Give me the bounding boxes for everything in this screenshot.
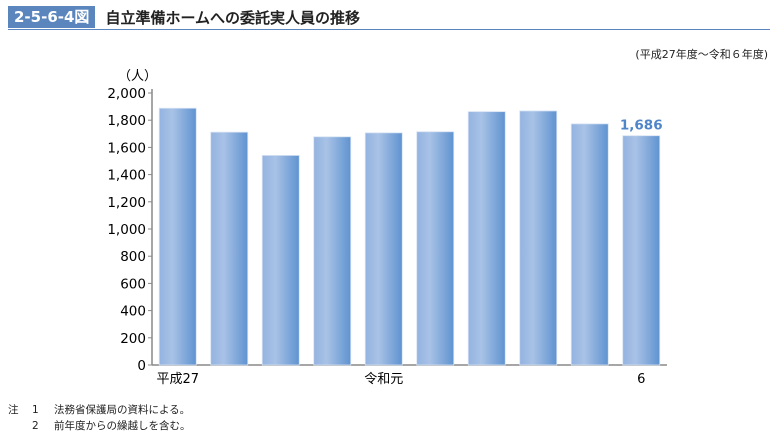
y-tick-label: 400 bbox=[120, 304, 146, 320]
bar-chart: （人） 0 200 400 600 800 1,000 1,200 1,400 1,600 1,80… bbox=[107, 69, 667, 387]
bar-28 bbox=[210, 131, 249, 366]
data-label: 1,686 bbox=[620, 118, 663, 134]
bar-30 bbox=[313, 136, 352, 366]
notes: 注 1 法務省保護局の資料による。 2 前年度からの繰越しを含む。 bbox=[8, 402, 191, 434]
bar-3 bbox=[467, 111, 506, 366]
figure-header: 2-5-6-4図 自立準備ホームへの委託実人員の推移 bbox=[8, 6, 360, 28]
bar-5 bbox=[570, 123, 609, 366]
y-tick-label: 600 bbox=[120, 276, 146, 292]
x-tick-label: 平成27 bbox=[156, 372, 199, 387]
bar-6 bbox=[622, 135, 661, 366]
x-tick-label: 令和元 bbox=[364, 372, 403, 387]
figure-title: 自立準備ホームへの委託実人員の推移 bbox=[105, 8, 360, 27]
y-tick-label: 1,400 bbox=[107, 168, 146, 184]
note-2: 2 前年度からの繰越しを含む。 bbox=[32, 420, 191, 432]
x-tick-label: 6 bbox=[637, 372, 645, 387]
figure-number: 2-5-6-4図 bbox=[8, 6, 96, 28]
note-1: 注 1 法務省保護局の資料による。 bbox=[8, 404, 191, 416]
y-tick-label: 800 bbox=[120, 249, 146, 265]
bar-29 bbox=[261, 155, 300, 366]
y-tick-label: 1,800 bbox=[107, 113, 146, 129]
bar-令和元 bbox=[364, 132, 403, 366]
period-label: (平成27年度～令和６年度) bbox=[635, 48, 768, 61]
y-tick-label: 2,000 bbox=[107, 86, 146, 102]
y-tick-label: 1,200 bbox=[107, 195, 146, 211]
header-divider bbox=[8, 29, 770, 30]
bar-4 bbox=[519, 110, 558, 366]
bar-2 bbox=[416, 131, 455, 366]
y-tick-label: 0 bbox=[137, 358, 146, 374]
y-axis-label: （人） bbox=[118, 69, 157, 84]
y-tick-label: 1,000 bbox=[107, 222, 146, 238]
y-tick-label: 200 bbox=[120, 331, 146, 347]
y-tick-label: 1,600 bbox=[107, 140, 146, 156]
bar-平成27 bbox=[158, 107, 197, 366]
